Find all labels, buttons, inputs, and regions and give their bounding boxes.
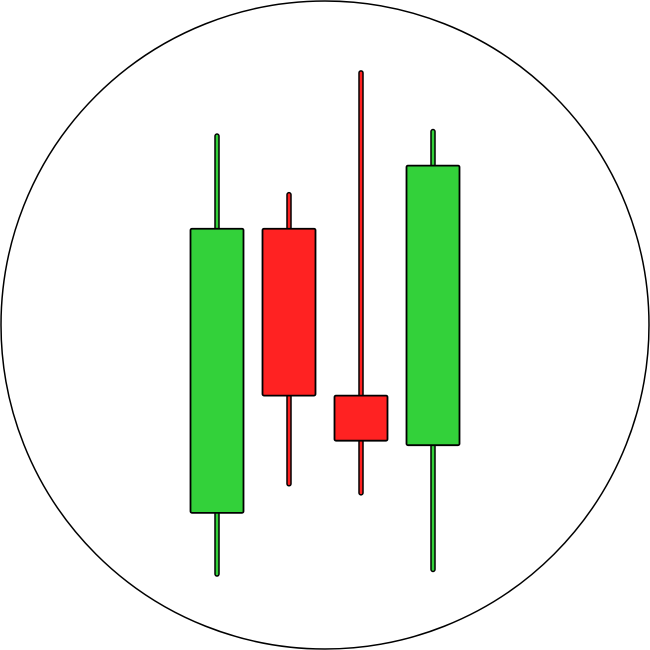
candles-group [189, 70, 461, 577]
candle-3-body [333, 394, 389, 442]
candle-3-wick [358, 70, 364, 496]
candle-2-body [261, 227, 317, 397]
candle-1-body [189, 227, 245, 514]
candle-3 [333, 70, 389, 496]
candle-2 [261, 191, 317, 487]
candle-4-body [405, 164, 461, 447]
candle-4 [405, 128, 461, 573]
candle-1 [189, 133, 245, 577]
